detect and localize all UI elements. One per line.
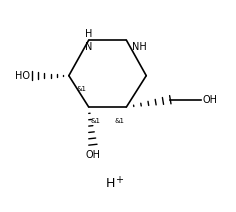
Text: OH: OH <box>203 95 218 105</box>
Text: &1: &1 <box>91 117 101 124</box>
Text: OH: OH <box>85 150 100 160</box>
Text: HO: HO <box>15 71 30 81</box>
Text: +: + <box>115 175 123 185</box>
Text: &1: &1 <box>114 117 124 124</box>
Text: H: H <box>105 177 115 190</box>
Text: H: H <box>85 29 93 39</box>
Text: N: N <box>85 42 93 52</box>
Text: NH: NH <box>132 42 146 52</box>
Text: &1: &1 <box>76 86 86 92</box>
